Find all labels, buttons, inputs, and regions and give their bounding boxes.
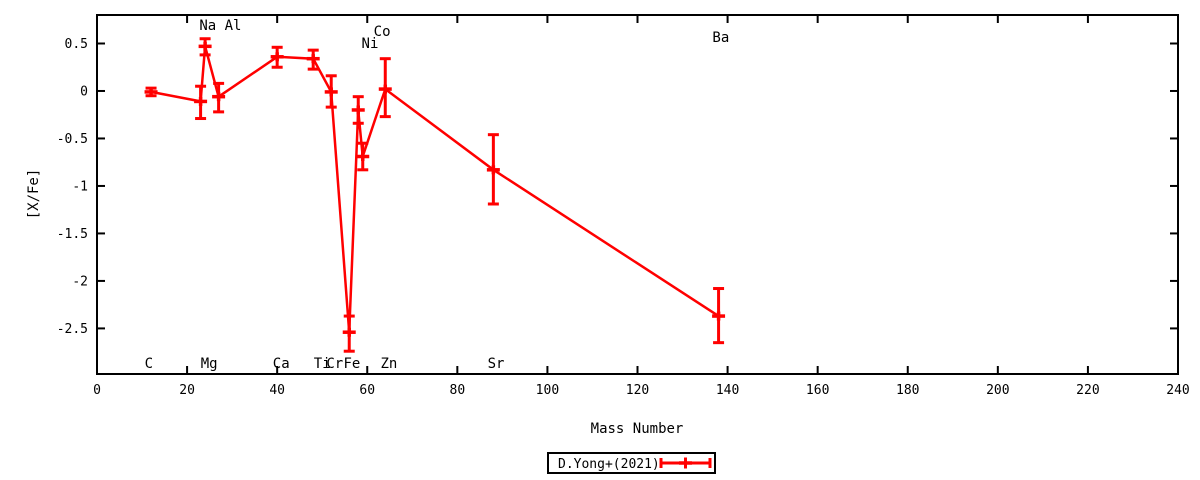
x-tick-label: 180 <box>896 383 919 398</box>
y-tick-label: -2.5 <box>57 322 88 337</box>
y-tick-label: 0 <box>80 84 88 99</box>
x-tick-label: 80 <box>450 383 466 398</box>
element-label-Al: Al <box>225 18 242 34</box>
legend-series-label: D.Yong+(2021) <box>558 457 660 472</box>
legend: D.Yong+(2021) <box>547 452 716 474</box>
y-axis-title: [X/Fe] <box>26 169 42 220</box>
legend-box <box>547 452 716 474</box>
x-tick-label: 240 <box>1166 383 1189 398</box>
x-tick-label: 160 <box>806 383 829 398</box>
x-tick-label: 200 <box>986 383 1009 398</box>
x-axis-title: Mass Number <box>591 421 684 437</box>
element-label-Ti: Ti <box>314 356 331 372</box>
y-tick-label: -1 <box>72 179 88 194</box>
legend-sample-marker <box>659 457 712 469</box>
element-label-Sr: Sr <box>488 356 505 372</box>
y-tick-label: -2 <box>72 274 88 289</box>
y-tick-label: -0.5 <box>57 132 88 147</box>
x-tick-label: 120 <box>626 383 649 398</box>
x-tick-label: 20 <box>179 383 195 398</box>
element-label-Na: Na <box>199 18 216 34</box>
element-label-Ba: Ba <box>712 30 729 46</box>
x-tick-label: 140 <box>716 383 739 398</box>
plot-frame <box>96 14 1179 375</box>
x-tick-label: 220 <box>1076 383 1099 398</box>
element-label-Fe: Fe <box>344 356 361 372</box>
x-tick-label: 0 <box>93 383 101 398</box>
element-label-Co: Co <box>374 24 391 40</box>
x-tick-label: 60 <box>359 383 375 398</box>
x-tick-label: 40 <box>269 383 285 398</box>
element-label-C: C <box>145 356 153 372</box>
element-label-Mg: Mg <box>201 356 218 372</box>
element-label-Zn: Zn <box>380 356 397 372</box>
y-tick-label: -1.5 <box>57 227 88 242</box>
x-tick-label: 100 <box>536 383 559 398</box>
y-tick-label: 0.5 <box>65 37 88 52</box>
element-label-Cr: Cr <box>326 356 343 372</box>
element-label-Ca: Ca <box>273 356 290 372</box>
series-line <box>150 45 720 333</box>
element-label-Ni: Ni <box>362 36 379 52</box>
